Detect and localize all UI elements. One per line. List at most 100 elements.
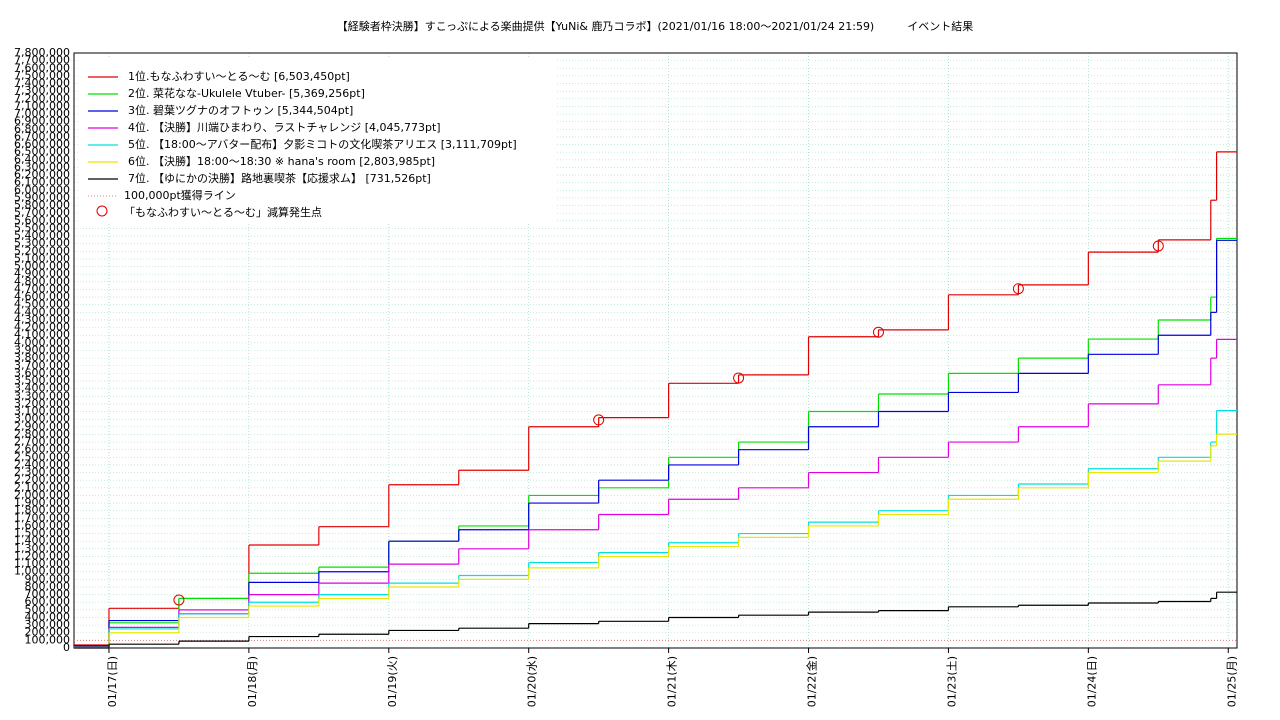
y-tick-label: 3,400,000 — [14, 382, 70, 395]
marker — [173, 594, 185, 606]
y-tick-label: 4,000,000 — [14, 336, 70, 349]
y-tick-label: 5,600,000 — [14, 214, 70, 227]
x-tick-label: 01/18(月) — [246, 656, 259, 707]
y-tick-label: 800,000 — [25, 580, 71, 593]
legend-label: 「もなふわすい〜とる〜む」減算発生点 — [124, 205, 322, 219]
y-tick-label: 4,500,000 — [14, 298, 70, 311]
legend-label: 7位. 【ゆにかの決勝】路地裏喫茶【応援求ム】 [731,526pt] — [128, 171, 431, 185]
y-tick-label: 5,900,000 — [14, 191, 70, 204]
y-tick-label: 4,600,000 — [14, 290, 70, 303]
legend-label: 4位. 【決勝】川端ひまわり、ラストチャレンジ [4,045,773pt] — [128, 120, 441, 134]
y-tick-label: 3,500,000 — [14, 374, 70, 387]
x-tick-label: 01/17(日) — [106, 656, 119, 707]
y-tick-label: 0 — [63, 641, 70, 654]
y-tick-label: 1,900,000 — [14, 496, 70, 509]
y-tick-label: 1,000,000 — [14, 565, 70, 578]
y-tick-label: 7,700,000 — [14, 54, 70, 67]
y-tick-label: 7,400,000 — [14, 77, 70, 90]
x-tick-label: 01/19(火) — [386, 656, 399, 707]
y-tick-label: 3,600,000 — [14, 366, 70, 379]
y-tick-label: 6,400,000 — [14, 153, 70, 166]
y-tick-label: 5,300,000 — [14, 237, 70, 250]
y-tick-label: 7,000,000 — [14, 107, 70, 120]
x-tick-label: 01/24(日) — [1085, 656, 1098, 707]
y-tick-label: 7,200,000 — [14, 92, 70, 105]
y-tick-label: 2,500,000 — [14, 450, 70, 463]
legend-box — [80, 59, 556, 224]
legend-label: 6位. 【決勝】18:00〜18:30 ※ hana's room [2,803… — [128, 154, 435, 168]
y-tick-label: 5,100,000 — [14, 252, 70, 265]
legend-marker — [96, 205, 108, 217]
y-tick-label: 100,000 — [25, 633, 71, 646]
y-tick-label: 6,300,000 — [14, 160, 70, 173]
legend-label: 100,000pt獲得ライン — [124, 189, 236, 202]
y-tick-label: 3,000,000 — [14, 412, 70, 425]
y-tick-label: 3,300,000 — [14, 389, 70, 402]
marker — [872, 326, 884, 338]
y-tick-label: 4,800,000 — [14, 275, 70, 288]
y-tick-label: 1,600,000 — [14, 519, 70, 532]
y-tick-label: 7,100,000 — [14, 99, 70, 112]
y-tick-label: 6,100,000 — [14, 176, 70, 189]
y-tick-label: 1,200,000 — [14, 549, 70, 562]
y-tick-label: 2,300,000 — [14, 466, 70, 479]
x-tick-label: 01/23(土) — [945, 656, 958, 707]
y-tick-label: 600,000 — [25, 595, 71, 608]
y-tick-label: 1,700,000 — [14, 511, 70, 524]
marker — [1152, 240, 1164, 252]
y-tick-label: 4,300,000 — [14, 313, 70, 326]
y-tick-label: 6,500,000 — [14, 145, 70, 158]
y-tick-label: 1,800,000 — [14, 504, 70, 517]
y-tick-label: 5,400,000 — [14, 229, 70, 242]
y-tick-label: 5,000,000 — [14, 260, 70, 273]
plot-frame — [73, 52, 1238, 649]
y-tick-label: 5,700,000 — [14, 206, 70, 219]
y-tick-label: 5,200,000 — [14, 244, 70, 257]
x-tick-label: 01/22(金) — [805, 656, 819, 707]
x-tick-label: 01/25(月) — [1225, 656, 1238, 707]
y-tick-label: 2,900,000 — [14, 420, 70, 433]
y-tick-label: 2,400,000 — [14, 458, 70, 471]
y-tick-label: 4,700,000 — [14, 282, 70, 295]
y-tick-label: 5,500,000 — [14, 221, 70, 234]
marker — [593, 414, 605, 426]
y-tick-label: 6,000,000 — [14, 183, 70, 196]
y-tick-label: 1,100,000 — [14, 557, 70, 570]
x-tick-label: 01/21(木) — [666, 656, 679, 707]
y-tick-label: 6,700,000 — [14, 130, 70, 143]
y-tick-label: 6,600,000 — [14, 138, 70, 151]
y-tick-label: 2,200,000 — [14, 473, 70, 486]
y-tick-label: 3,200,000 — [14, 397, 70, 410]
y-tick-label: 6,800,000 — [14, 122, 70, 135]
y-tick-label: 3,700,000 — [14, 359, 70, 372]
y-tick-label: 2,700,000 — [14, 435, 70, 448]
marker — [1012, 283, 1024, 295]
y-tick-label: 6,900,000 — [14, 115, 70, 128]
y-tick-label: 2,100,000 — [14, 481, 70, 494]
y-tick-label: 6,200,000 — [14, 168, 70, 181]
y-tick-label: 2,600,000 — [14, 443, 70, 456]
y-tick-label: 300,000 — [25, 618, 71, 631]
y-tick-label: 500,000 — [25, 603, 71, 616]
legend-label: 5位. 【18:00〜アバター配布】夕影ミコトの文化喫茶アリエス [3,111,… — [128, 137, 517, 151]
y-tick-label: 3,900,000 — [14, 344, 70, 357]
y-tick-label: 7,800,000 — [14, 46, 70, 59]
y-tick-label: 5,800,000 — [14, 199, 70, 212]
y-tick-label: 1,400,000 — [14, 534, 70, 547]
y-tick-label: 4,100,000 — [14, 328, 70, 341]
legend-label: 3位. 碧葉ツグナのオフトゥン [5,344,504pt] — [128, 103, 353, 117]
y-tick-label: 1,500,000 — [14, 527, 70, 540]
legend-label: 1位.もなふわすい〜とる〜む [6,503,450pt] — [128, 69, 350, 83]
y-tick-label: 400,000 — [25, 610, 71, 623]
y-tick-label: 700,000 — [25, 588, 71, 601]
y-tick-label: 7,600,000 — [14, 61, 70, 74]
chart-title: 【経験者枠決勝】すこっぷによる楽曲提供【YuNi& 鹿乃コラボ】(2021/01… — [337, 19, 973, 33]
y-tick-label: 4,200,000 — [14, 321, 70, 334]
y-tick-label: 7,300,000 — [14, 84, 70, 97]
x-tick-label: 01/20(水) — [526, 656, 539, 707]
y-tick-label: 7,500,000 — [14, 69, 70, 82]
marker — [733, 372, 745, 384]
y-tick-label: 3,100,000 — [14, 405, 70, 418]
y-tick-label: 2,000,000 — [14, 488, 70, 501]
